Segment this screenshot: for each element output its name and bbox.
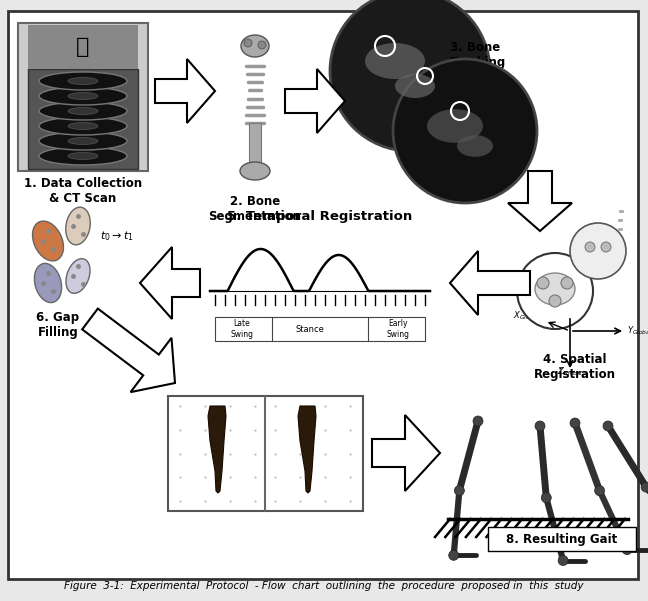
Ellipse shape — [68, 138, 98, 144]
Circle shape — [595, 486, 605, 496]
Polygon shape — [155, 59, 215, 123]
Text: $Y_{Global}$: $Y_{Global}$ — [627, 325, 648, 337]
Ellipse shape — [65, 207, 90, 245]
Text: 1. Data Collection
& CT Scan: 1. Data Collection & CT Scan — [24, 177, 142, 205]
Circle shape — [570, 223, 626, 279]
Polygon shape — [298, 406, 316, 493]
Ellipse shape — [39, 147, 127, 165]
Polygon shape — [82, 309, 175, 392]
Text: 5. Temporal Registration: 5. Temporal Registration — [227, 210, 413, 223]
Ellipse shape — [32, 221, 64, 261]
Circle shape — [448, 551, 459, 560]
Ellipse shape — [535, 273, 575, 305]
Ellipse shape — [66, 258, 90, 293]
Ellipse shape — [68, 108, 98, 115]
Text: $Z_{Global}$: $Z_{Global}$ — [557, 365, 583, 377]
Circle shape — [558, 555, 568, 566]
FancyBboxPatch shape — [28, 25, 138, 69]
Polygon shape — [285, 69, 345, 133]
Ellipse shape — [241, 35, 269, 57]
Polygon shape — [372, 415, 440, 491]
Text: 4. Spatial
Registration: 4. Spatial Registration — [534, 353, 616, 381]
Circle shape — [537, 277, 549, 289]
Ellipse shape — [68, 78, 98, 85]
FancyBboxPatch shape — [168, 396, 363, 511]
FancyBboxPatch shape — [249, 123, 261, 165]
Ellipse shape — [39, 132, 127, 150]
Text: 2. Bone
Segmentation: 2. Bone Segmentation — [209, 195, 301, 223]
FancyBboxPatch shape — [28, 69, 138, 169]
FancyBboxPatch shape — [215, 317, 425, 341]
Polygon shape — [208, 406, 226, 493]
Circle shape — [541, 493, 551, 502]
Text: $X_{Global}$: $X_{Global}$ — [513, 310, 540, 323]
Text: Late
Swing: Late Swing — [231, 319, 253, 339]
Ellipse shape — [39, 87, 127, 105]
Circle shape — [473, 416, 483, 426]
Text: Stance: Stance — [295, 325, 325, 334]
Circle shape — [517, 253, 593, 329]
Text: 7. Tibia
Matching: 7. Tibia Matching — [234, 396, 295, 424]
Text: Figure  3-1:  Experimental  Protocol  - Flow  chart  outlining  the  procedure  : Figure 3-1: Experimental Protocol - Flow… — [64, 581, 584, 591]
Circle shape — [393, 59, 537, 203]
Text: 🧍: 🧍 — [76, 37, 89, 57]
Ellipse shape — [427, 109, 483, 143]
FancyBboxPatch shape — [488, 527, 636, 551]
Ellipse shape — [365, 43, 425, 79]
Circle shape — [330, 0, 490, 151]
Circle shape — [244, 39, 252, 47]
Ellipse shape — [68, 153, 98, 159]
Circle shape — [622, 545, 632, 555]
Ellipse shape — [68, 93, 98, 100]
Circle shape — [535, 421, 545, 431]
Ellipse shape — [39, 72, 127, 90]
FancyBboxPatch shape — [8, 11, 638, 579]
Circle shape — [561, 277, 573, 289]
Circle shape — [549, 295, 561, 307]
Ellipse shape — [395, 74, 435, 98]
Text: Early
Swing: Early Swing — [386, 319, 410, 339]
Text: 3. Bone
Tracking: 3. Bone Tracking — [450, 41, 506, 69]
Text: 8. Resulting Gait: 8. Resulting Gait — [506, 532, 618, 546]
Circle shape — [603, 421, 613, 431]
Text: $t_0 \rightarrow t_1$: $t_0 \rightarrow t_1$ — [100, 229, 134, 243]
Circle shape — [601, 242, 611, 252]
Circle shape — [454, 486, 465, 496]
Text: 6. Gap
Filling: 6. Gap Filling — [36, 311, 80, 339]
Ellipse shape — [240, 162, 270, 180]
FancyBboxPatch shape — [18, 23, 148, 171]
Circle shape — [585, 242, 595, 252]
Ellipse shape — [457, 135, 493, 157]
Circle shape — [570, 418, 580, 428]
Ellipse shape — [39, 102, 127, 120]
Ellipse shape — [39, 117, 127, 135]
Polygon shape — [140, 247, 200, 319]
Ellipse shape — [34, 263, 62, 303]
Polygon shape — [450, 251, 530, 315]
Polygon shape — [508, 171, 572, 231]
Ellipse shape — [68, 123, 98, 129]
Circle shape — [258, 41, 266, 49]
Circle shape — [641, 482, 648, 492]
